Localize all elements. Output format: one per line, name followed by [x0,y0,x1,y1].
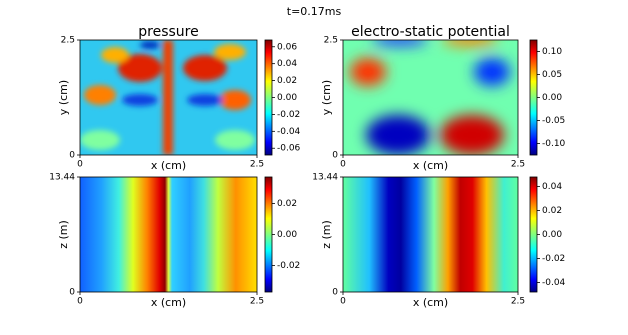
panel-title: electro-static potential [351,24,510,40]
colorbar-tick-label: 0.02 [277,76,297,86]
colorbar-tick-label: 0.04 [277,59,297,69]
colorbar [529,39,538,156]
colorbar-tick-label: -0.02 [277,110,300,120]
plot-frame [79,39,258,156]
heatmap-image [343,40,518,155]
colorbar [264,39,273,156]
y-axis-label: y (cm) [57,80,70,115]
y-tick-label: 13.44 [49,173,75,183]
figure-title: t=0.17ms [287,5,342,18]
x-tick-label: 0 [340,297,346,307]
colorbar-tick-label: -0.04 [542,278,566,288]
colorbar-tick-label: -0.10 [542,139,566,149]
colorbar-tick-label: 0.06 [277,42,297,52]
colorbar-tick-label: -0.05 [542,116,565,126]
colorbar-tick-label: 0.00 [542,93,562,103]
colorbar-tick-label: 0.00 [277,230,297,240]
plot-frame [79,176,258,293]
colorbar-tick-label: -0.06 [277,144,301,154]
x-axis-label: x (cm) [151,296,186,309]
colorbar-tick-label: 0.02 [277,199,297,209]
y-tick-label: 13.44 [312,173,338,183]
heatmap-image [80,40,257,155]
colorbar-tick-label: -0.02 [277,261,300,271]
y-tick-label: 0 [332,151,338,161]
colorbar [264,176,273,293]
plot-frame [342,176,519,293]
x-tick-label: 0 [77,297,83,307]
x-tick-label: 2.5 [511,160,525,170]
x-axis-label: x (cm) [151,159,186,172]
x-axis-label: x (cm) [413,159,448,172]
x-tick-label: 2.5 [250,160,264,170]
x-tick-label: 0 [340,160,346,170]
y-tick-label: 0 [69,151,75,161]
heatmap-image [343,177,518,292]
plot-frame [342,39,519,156]
x-tick-label: 0 [77,160,83,170]
x-tick-label: 2.5 [250,297,264,307]
colorbar-tick-label: 0.02 [542,206,562,216]
y-tick-label: 2.5 [324,36,338,46]
x-axis-label: x (cm) [413,296,448,309]
colorbar-tick-label: -0.02 [542,254,565,264]
y-tick-label: 2.5 [61,36,75,46]
y-axis-label: z (m) [320,220,333,249]
colorbar-tick-label: 0.04 [542,182,562,192]
x-tick-label: 2.5 [511,297,525,307]
colorbar-tick-label: 0.10 [542,47,562,57]
colorbar-tick-label: 0.00 [542,230,562,240]
y-axis-label: y (cm) [320,80,333,115]
colorbar-tick-label: -0.04 [277,127,301,137]
y-tick-label: 0 [69,288,75,298]
y-axis-label: z (m) [57,220,70,249]
heatmap-image [80,177,257,292]
colorbar-tick-label: 0.05 [542,70,562,80]
panel-title: pressure [138,24,198,40]
colorbar [529,176,538,293]
y-tick-label: 0 [332,288,338,298]
colorbar-tick-label: 0.00 [277,93,297,103]
